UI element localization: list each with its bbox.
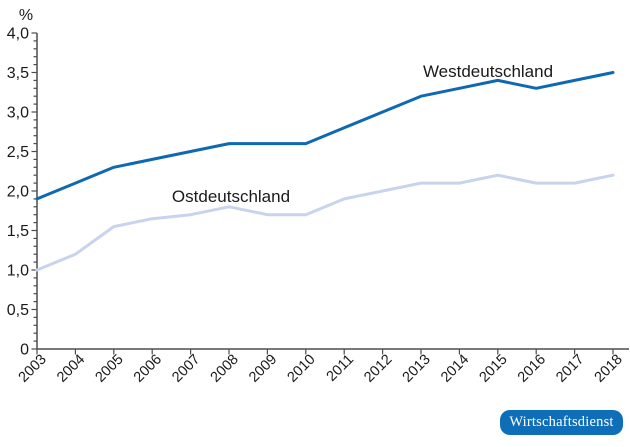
series-line-westdeutschland <box>35 71 615 201</box>
y-tick-label: 0 <box>20 342 29 359</box>
x-tick-label: 2015 <box>476 352 510 386</box>
x-tick-label: 2017 <box>553 352 587 386</box>
x-tick-label: 2010 <box>284 352 318 386</box>
x-tick-label: 2008 <box>208 352 242 386</box>
x-tick-label: 2011 <box>324 352 357 385</box>
y-tick-label: 0,5 <box>7 302 29 319</box>
x-tick-label: 2013 <box>400 352 434 386</box>
x-tick-label: 2005 <box>92 352 126 386</box>
series-label-westdeutschland: Westdeutschland <box>423 62 553 81</box>
y-tick-label: 3,0 <box>7 105 29 122</box>
y-tick-label: 1,5 <box>7 223 29 240</box>
y-tick-label: 2,0 <box>7 184 29 201</box>
y-tick-label: 2,5 <box>7 144 29 161</box>
x-tick-label: 2014 <box>438 352 472 386</box>
x-tick-label: 2012 <box>361 352 395 386</box>
x-tick-label: 2004 <box>54 352 88 386</box>
series-line-ostdeutschland <box>35 173 615 272</box>
x-tick-label: 2018 <box>592 352 626 386</box>
x-tick-label: 2009 <box>246 352 280 386</box>
x-tick-label: 2006 <box>131 352 165 386</box>
y-tick-label: 4,0 <box>7 26 29 43</box>
y-axis-unit-label: % <box>19 7 33 24</box>
y-tick-label: 3,5 <box>7 65 29 82</box>
series-label-ostdeutschland: Ostdeutschland <box>172 187 290 206</box>
y-tick-label: 1,0 <box>7 263 29 280</box>
x-tick-label: 2007 <box>169 352 203 386</box>
wirtschaftsdienst-badge: Wirtschaftsdienst <box>500 410 623 435</box>
x-tick-label: 2016 <box>515 352 549 386</box>
